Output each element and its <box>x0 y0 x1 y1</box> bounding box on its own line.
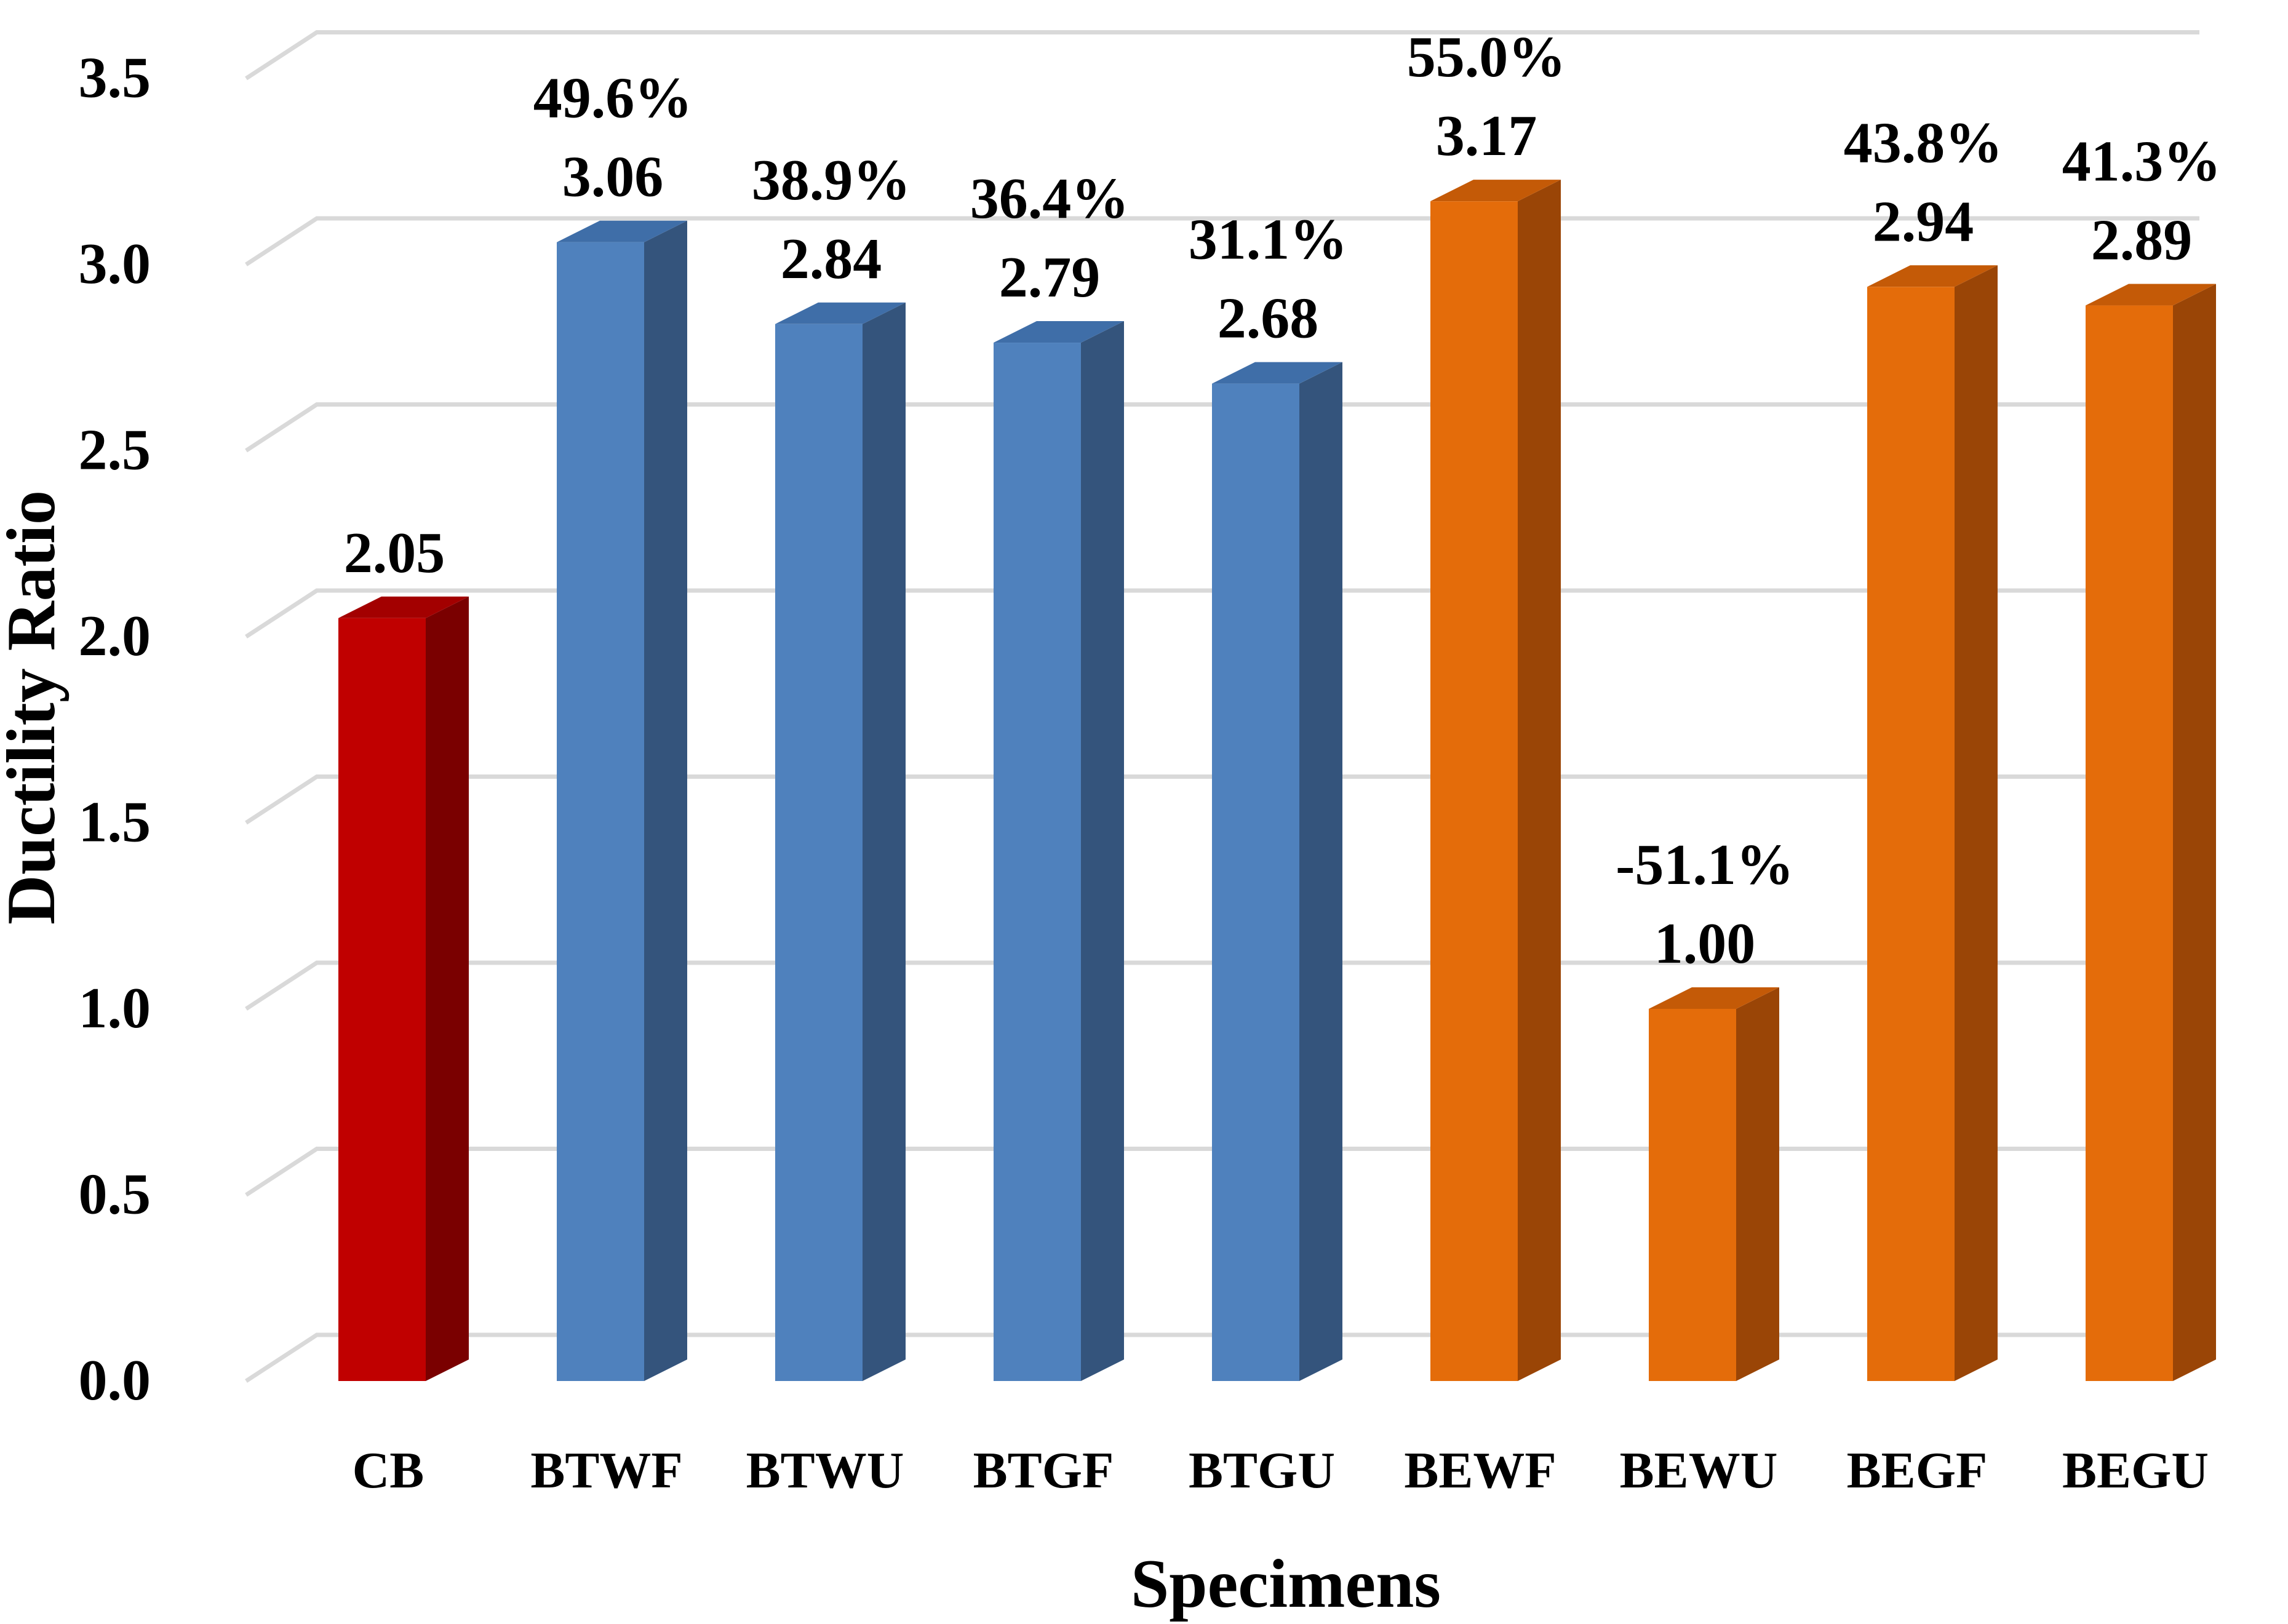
percent-label-bewf: 55.0% <box>1407 25 1566 89</box>
y-axis-ticks: 0.0 0.5 1.0 1.5 2.0 2.5 3.0 3.5 <box>79 46 151 1413</box>
bar-front <box>2086 305 2173 1381</box>
y-tick-label: 1.0 <box>79 976 151 1040</box>
gridline <box>245 30 2199 81</box>
bar-front <box>1867 287 1955 1381</box>
value-label-begu: 2.89 <box>2091 209 2193 273</box>
x-tick-label-btgu: BTGU <box>1189 1442 1335 1499</box>
value-label-cb: 2.05 <box>344 521 445 585</box>
bar-side <box>1518 180 1561 1381</box>
percent-label-begu: 41.3% <box>2062 130 2222 194</box>
bar-begu <box>2086 284 2216 1381</box>
x-tick-label-begf: BEGF <box>1847 1442 1988 1499</box>
percent-label-btwu: 38.9% <box>752 148 911 212</box>
percent-label-bewu: -51.1% <box>1616 833 1794 897</box>
value-label-bewu: 1.00 <box>1654 912 1756 976</box>
x-tick-label-begu: BEGU <box>2062 1442 2209 1499</box>
bar-front <box>994 343 1081 1381</box>
value-label-bewf: 3.17 <box>1436 104 1537 168</box>
bar-btgu <box>1212 362 1342 1381</box>
x-tick-label-bewf: BEWF <box>1404 1442 1556 1499</box>
y-tick-label: 3.5 <box>79 46 151 110</box>
value-label-begf: 2.94 <box>1873 189 1974 253</box>
bar-side <box>1081 321 1124 1381</box>
x-axis-categories: CB BTWF BTWU BTGF BTGU BEWF BEWU BEGF BEGU <box>353 1442 2209 1499</box>
y-tick-label: 2.0 <box>79 604 151 668</box>
bar-front <box>775 324 863 1381</box>
gridline <box>245 216 2199 266</box>
bar-top <box>775 302 906 324</box>
bar-side <box>863 302 906 1381</box>
gridline <box>245 1147 2199 1197</box>
bar-side <box>426 596 469 1381</box>
value-label-btwu: 2.84 <box>781 227 882 291</box>
bar-bewu <box>1649 987 1779 1381</box>
bar-front <box>1430 201 1518 1381</box>
y-tick-label: 0.0 <box>79 1348 151 1412</box>
bar-btwf <box>557 220 687 1382</box>
bar-front <box>338 618 426 1381</box>
value-label-btgf: 2.79 <box>999 245 1101 309</box>
bar-cb <box>338 596 469 1381</box>
bar-top <box>1212 362 1342 384</box>
gridline <box>245 960 2199 1011</box>
y-tick-label: 2.5 <box>79 418 151 482</box>
x-tick-label-btgf: BTGF <box>973 1442 1114 1499</box>
bar-begf <box>1867 265 1998 1381</box>
bar-btgf <box>994 321 1124 1381</box>
bar-top <box>1430 180 1561 202</box>
x-tick-label-bewu: BEWU <box>1620 1442 1778 1499</box>
bar-side <box>644 220 687 1382</box>
bar-side <box>1736 987 1779 1381</box>
percent-label-begf: 43.8% <box>1844 111 2003 175</box>
x-tick-label-btwf: BTWF <box>530 1442 682 1499</box>
bar-front <box>1649 1009 1736 1381</box>
x-tick-label-cb: CB <box>353 1442 425 1499</box>
bars <box>338 180 2216 1382</box>
data-labels: 2.05 3.06 49.6% 2.84 38.9% 2.79 36.4% 2.68 31.1%… <box>344 25 2222 976</box>
bar-bewf <box>1430 180 1561 1381</box>
bar-side <box>1299 362 1342 1381</box>
bar-side <box>2173 284 2216 1381</box>
percent-label-btgf: 36.4% <box>970 167 1130 231</box>
x-tick-label-btwu: BTWU <box>746 1442 904 1499</box>
y-tick-label: 1.5 <box>79 790 151 854</box>
gridline <box>245 402 2199 453</box>
y-axis-title: Ductility Ratio <box>0 490 70 925</box>
bar-top <box>1649 987 1779 1009</box>
gridlines <box>245 30 2199 1383</box>
gridline <box>245 774 2199 825</box>
bar-front <box>1212 383 1299 1381</box>
bar-top <box>994 321 1124 343</box>
value-label-btwf: 3.06 <box>562 145 664 209</box>
y-tick-label: 0.5 <box>79 1163 151 1227</box>
bar-btwu <box>775 302 906 1381</box>
gridline <box>245 1332 2199 1383</box>
y-tick-label: 3.0 <box>79 232 151 296</box>
bar-top <box>2086 284 2216 306</box>
bar-side <box>1955 265 1998 1381</box>
bar-top <box>1867 265 1998 287</box>
percent-label-btgu: 31.1% <box>1189 208 1348 272</box>
x-axis-title: Specimens <box>1131 1546 1441 1622</box>
value-label-btgu: 2.68 <box>1218 287 1319 351</box>
gridline <box>245 588 2199 639</box>
percent-label-btwf: 49.6% <box>533 66 693 130</box>
bar-front <box>557 242 644 1382</box>
bar-top <box>557 220 687 242</box>
bar-top <box>338 596 469 618</box>
